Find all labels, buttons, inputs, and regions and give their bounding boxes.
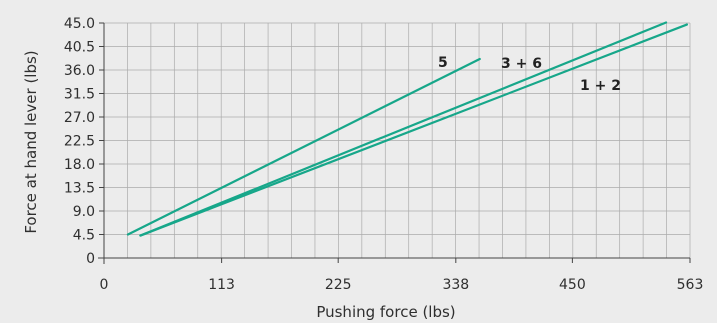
y-tick-label: 4.5 bbox=[73, 228, 95, 244]
x-tick-label: 225 bbox=[325, 277, 352, 293]
x-tick-label: 563 bbox=[677, 277, 704, 293]
axes bbox=[98, 22, 691, 264]
series-label-1-2: 1 + 2 bbox=[580, 78, 621, 94]
grid bbox=[104, 22, 691, 258]
x-tick-label: 113 bbox=[208, 277, 235, 293]
series-line-1-2 bbox=[139, 23, 688, 237]
y-tick-label: 22.5 bbox=[64, 134, 95, 150]
y-tick-label: 13.5 bbox=[64, 181, 95, 197]
x-tick-label: 338 bbox=[442, 277, 469, 293]
y-axis-title: Force at hand lever (lbs) bbox=[22, 50, 40, 233]
x-tick-label: 450 bbox=[559, 277, 586, 293]
x-tick-label: 0 bbox=[100, 277, 109, 293]
y-tick-label: 36.0 bbox=[64, 63, 95, 79]
y-tick-label: 0 bbox=[86, 251, 95, 267]
series-line-3-6 bbox=[139, 21, 668, 237]
series-line-5 bbox=[126, 57, 481, 236]
y-tick-label: 18.0 bbox=[64, 157, 95, 173]
y-tick-label: 40.5 bbox=[64, 40, 95, 56]
series-label-5: 5 bbox=[438, 55, 448, 71]
tick-labels: 0 4.5 9.0 13.5 18.0 22.5 27.0 31.5 36.0 40.5 45.0 0… bbox=[64, 16, 704, 293]
x-axis-title: Pushing force (lbs) bbox=[316, 303, 455, 321]
y-tick-label: 31.5 bbox=[64, 87, 95, 103]
series-label-3-6: 3 + 6 bbox=[501, 56, 542, 72]
y-tick-label: 45.0 bbox=[64, 16, 95, 32]
y-tick-label: 27.0 bbox=[64, 110, 95, 126]
y-tick-label: 9.0 bbox=[73, 204, 95, 220]
series-lines bbox=[126, 21, 688, 237]
